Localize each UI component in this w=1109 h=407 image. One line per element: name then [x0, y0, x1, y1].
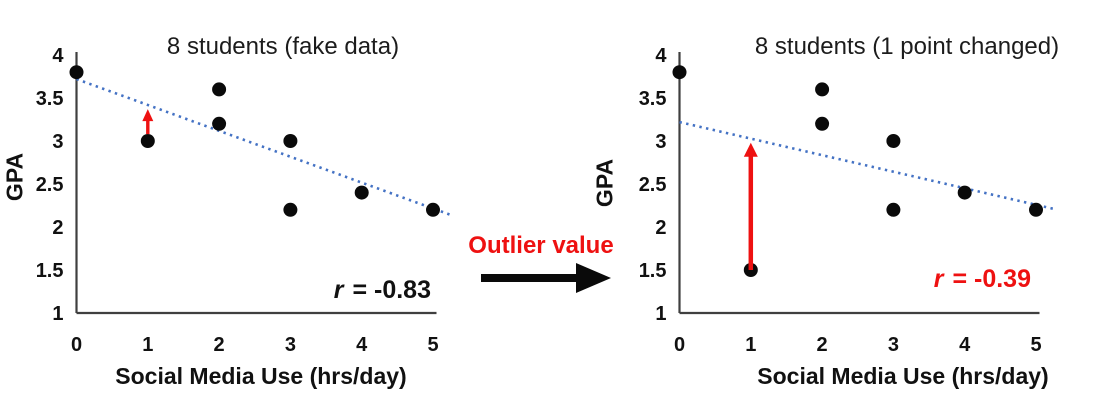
- x-tick-label: 2: [214, 334, 225, 356]
- y-tick-label: 2: [52, 217, 63, 239]
- data-point: [886, 202, 901, 217]
- trendline: [679, 120, 1055, 211]
- r-symbol: r: [333, 276, 344, 304]
- x-tick-label: 2: [817, 334, 828, 356]
- x-tick-label: 3: [285, 334, 296, 356]
- y-tick-label: 3: [52, 131, 63, 153]
- data-point: [1029, 202, 1043, 217]
- data-point: [283, 202, 298, 217]
- data-point: [815, 82, 830, 97]
- chart-left-title: 8 students (fake data): [166, 33, 400, 60]
- data-point: [354, 185, 369, 200]
- y-tick-label: 1: [52, 303, 63, 325]
- x-tick-label: 5: [427, 334, 438, 356]
- y-tick-label: 4: [655, 45, 667, 67]
- x-tick-label: 3: [888, 334, 899, 356]
- y-tick-label: 2.5: [36, 174, 64, 196]
- trendline: [76, 77, 452, 217]
- x-tick-label: 1: [745, 334, 756, 356]
- outlier-arrow-head: [576, 263, 611, 293]
- y-tick-label: 1: [655, 303, 666, 325]
- y-tick-label: 3: [655, 131, 666, 153]
- data-point: [212, 116, 227, 131]
- x-tick-label: 4: [356, 334, 368, 356]
- data-point: [957, 185, 972, 200]
- residual-arrow-head: [743, 142, 758, 157]
- y-tick-label: 2.5: [639, 174, 667, 196]
- data-point: [672, 65, 687, 80]
- y-tick-label: 3.5: [639, 88, 667, 110]
- x-tick-label: 0: [71, 334, 82, 356]
- chart-left-r-label: r = -0.83: [334, 276, 431, 305]
- x-tick-label: 0: [674, 334, 685, 356]
- outlier-arrow-body: [481, 274, 577, 282]
- x-tick-label: 5: [1030, 334, 1041, 356]
- data-point: [886, 134, 901, 148]
- y-tick-label: 1.5: [639, 260, 667, 282]
- y-tick-label: 2: [655, 217, 666, 239]
- data-point: [69, 65, 84, 80]
- data-point: [212, 82, 227, 97]
- x-tick-label: 1: [142, 334, 153, 356]
- x-tick-label: 4: [959, 334, 971, 356]
- chart-right-title: 8 students (1 point changed): [754, 33, 1060, 60]
- chart-right-x-axis-title: Social Media Use (hrs/day): [757, 363, 1049, 389]
- data-point: [283, 134, 298, 148]
- residual-arrow-head: [142, 109, 154, 122]
- y-tick-label: 4: [52, 45, 64, 67]
- chart-left-x-axis-title: Social Media Use (hrs/day): [115, 363, 407, 389]
- y-tick-label: 3.5: [36, 88, 64, 110]
- r-value: = -0.39: [945, 265, 1031, 293]
- data-point: [426, 202, 440, 217]
- r-value: = -0.83: [345, 276, 431, 304]
- y-tick-label: 1.5: [36, 260, 64, 282]
- data-point: [815, 116, 830, 131]
- outlier-annotation-label: Outlier value: [468, 232, 614, 259]
- data-point: [140, 134, 155, 148]
- chart-right-r-label: r = -0.39: [934, 265, 1031, 294]
- r-symbol: r: [933, 265, 944, 293]
